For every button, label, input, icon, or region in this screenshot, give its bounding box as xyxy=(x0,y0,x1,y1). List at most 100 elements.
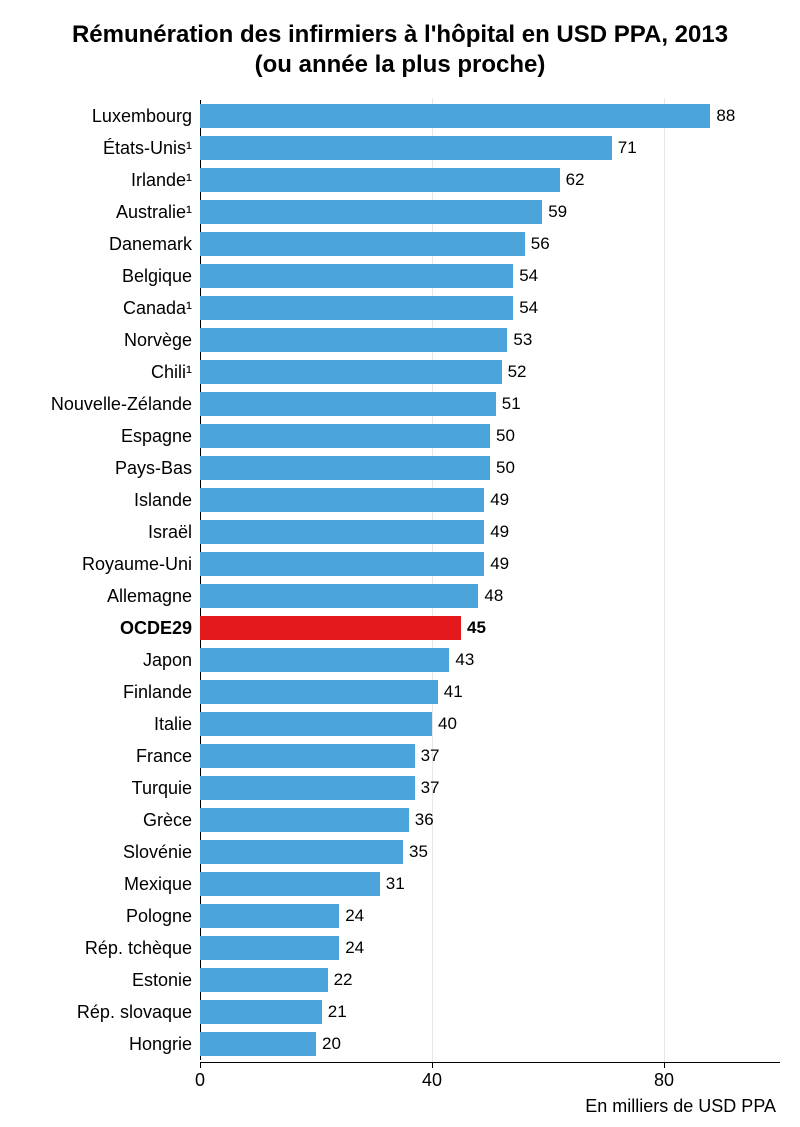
bar-track: 54 xyxy=(200,260,780,292)
bar-label: Norvège xyxy=(20,330,200,351)
bar-track: 24 xyxy=(200,900,780,932)
bar xyxy=(200,360,502,384)
bar-row: Allemagne48 xyxy=(20,580,780,612)
bar-value: 35 xyxy=(409,842,428,862)
bar-label: Slovénie xyxy=(20,842,200,863)
bar-track: 49 xyxy=(200,548,780,580)
bar-row: Nouvelle-Zélande 51 xyxy=(20,388,780,420)
bar-value: 50 xyxy=(496,458,515,478)
bar-track: 43 xyxy=(200,644,780,676)
x-tick xyxy=(432,1062,433,1068)
bar-value: 56 xyxy=(531,234,550,254)
bar-track: 49 xyxy=(200,484,780,516)
bar-row: Israël49 xyxy=(20,516,780,548)
bar-row: Turquie37 xyxy=(20,772,780,804)
bar xyxy=(200,648,449,672)
bar xyxy=(200,296,513,320)
bar xyxy=(200,424,490,448)
bar xyxy=(200,1000,322,1024)
bar-track: 36 xyxy=(200,804,780,836)
bar-value: 52 xyxy=(508,362,527,382)
bar-value: 31 xyxy=(386,874,405,894)
bar-track: 71 xyxy=(200,132,780,164)
bar-row: Norvège 53 xyxy=(20,324,780,356)
bar-label: Luxembourg xyxy=(20,106,200,127)
x-tick xyxy=(200,1062,201,1068)
bar-track: 56 xyxy=(200,228,780,260)
bar-row: Rép. slovaque21 xyxy=(20,996,780,1028)
bar-row: Italie40 xyxy=(20,708,780,740)
bar-value: 50 xyxy=(496,426,515,446)
bar xyxy=(200,744,415,768)
bar-track: 22 xyxy=(200,964,780,996)
bar-row: Belgique54 xyxy=(20,260,780,292)
bar xyxy=(200,232,525,256)
bar-value: 45 xyxy=(467,618,486,638)
bar-label: France xyxy=(20,746,200,767)
x-axis-label: En milliers de USD PPA xyxy=(20,1096,780,1117)
bar xyxy=(200,584,478,608)
bar xyxy=(200,264,513,288)
bar xyxy=(200,1032,316,1056)
bar-row: Grèce36 xyxy=(20,804,780,836)
bar-label: Estonie xyxy=(20,970,200,991)
bar-row: États-Unis¹ 71 xyxy=(20,132,780,164)
bar xyxy=(200,872,380,896)
bar-label: Canada¹ xyxy=(20,298,200,319)
bar-label: États-Unis¹ xyxy=(20,138,200,159)
bar-value: 51 xyxy=(502,394,521,414)
bar-value: 49 xyxy=(490,490,509,510)
bar-row: Canada¹ 54 xyxy=(20,292,780,324)
bar xyxy=(200,136,612,160)
bar-label: Pologne xyxy=(20,906,200,927)
bar-label: Royaume-Uni xyxy=(20,554,200,575)
bar-track: 41 xyxy=(200,676,780,708)
bar-label: Allemagne xyxy=(20,586,200,607)
bar xyxy=(200,488,484,512)
bar-label: Rép. tchèque xyxy=(20,938,200,959)
bar-row: Chili¹ 52 xyxy=(20,356,780,388)
bar-track: 49 xyxy=(200,516,780,548)
bar-label: Irlande¹ xyxy=(20,170,200,191)
bar-track: 54 xyxy=(200,292,780,324)
bar-label: Hongrie xyxy=(20,1034,200,1055)
bar xyxy=(200,104,710,128)
bar-track: 40 xyxy=(200,708,780,740)
bar-value: 49 xyxy=(490,522,509,542)
bar-label: OCDE29 xyxy=(20,618,200,639)
bar xyxy=(200,392,496,416)
bar xyxy=(200,936,339,960)
bar-value: 54 xyxy=(519,298,538,318)
bar-track: 88 xyxy=(200,100,780,132)
bar-label: Italie xyxy=(20,714,200,735)
bar xyxy=(200,520,484,544)
bar-row: France 37 xyxy=(20,740,780,772)
bar-label: Japon xyxy=(20,650,200,671)
x-tick-label: 0 xyxy=(195,1070,205,1091)
bar-value: 53 xyxy=(513,330,532,350)
bar-row: Islande49 xyxy=(20,484,780,516)
bar-label: Australie¹ xyxy=(20,202,200,223)
bar-label: Rép. slovaque xyxy=(20,1002,200,1023)
bar-track: 59 xyxy=(200,196,780,228)
bar-value: 24 xyxy=(345,938,364,958)
chart-area: Luxembourg88États-Unis¹71Irlande¹62Austr… xyxy=(20,100,780,1117)
bar-label: Danemark xyxy=(20,234,200,255)
bar-track: 35 xyxy=(200,836,780,868)
bar-track: 20 xyxy=(200,1028,780,1060)
bar-label: Finlande xyxy=(20,682,200,703)
bar-value: 36 xyxy=(415,810,434,830)
bar-track: 53 xyxy=(200,324,780,356)
bar-value: 22 xyxy=(334,970,353,990)
bar xyxy=(200,712,432,736)
bar-row: Estonie 22 xyxy=(20,964,780,996)
bar-row: OCDE29 45 xyxy=(20,612,780,644)
bar-track: 50 xyxy=(200,452,780,484)
bar-label: Nouvelle-Zélande xyxy=(20,394,200,415)
bar-value: 71 xyxy=(618,138,637,158)
x-axis-line xyxy=(200,1062,780,1063)
bar xyxy=(200,904,339,928)
bar xyxy=(200,456,490,480)
bar-value: 37 xyxy=(421,746,440,766)
bar-label: Chili¹ xyxy=(20,362,200,383)
